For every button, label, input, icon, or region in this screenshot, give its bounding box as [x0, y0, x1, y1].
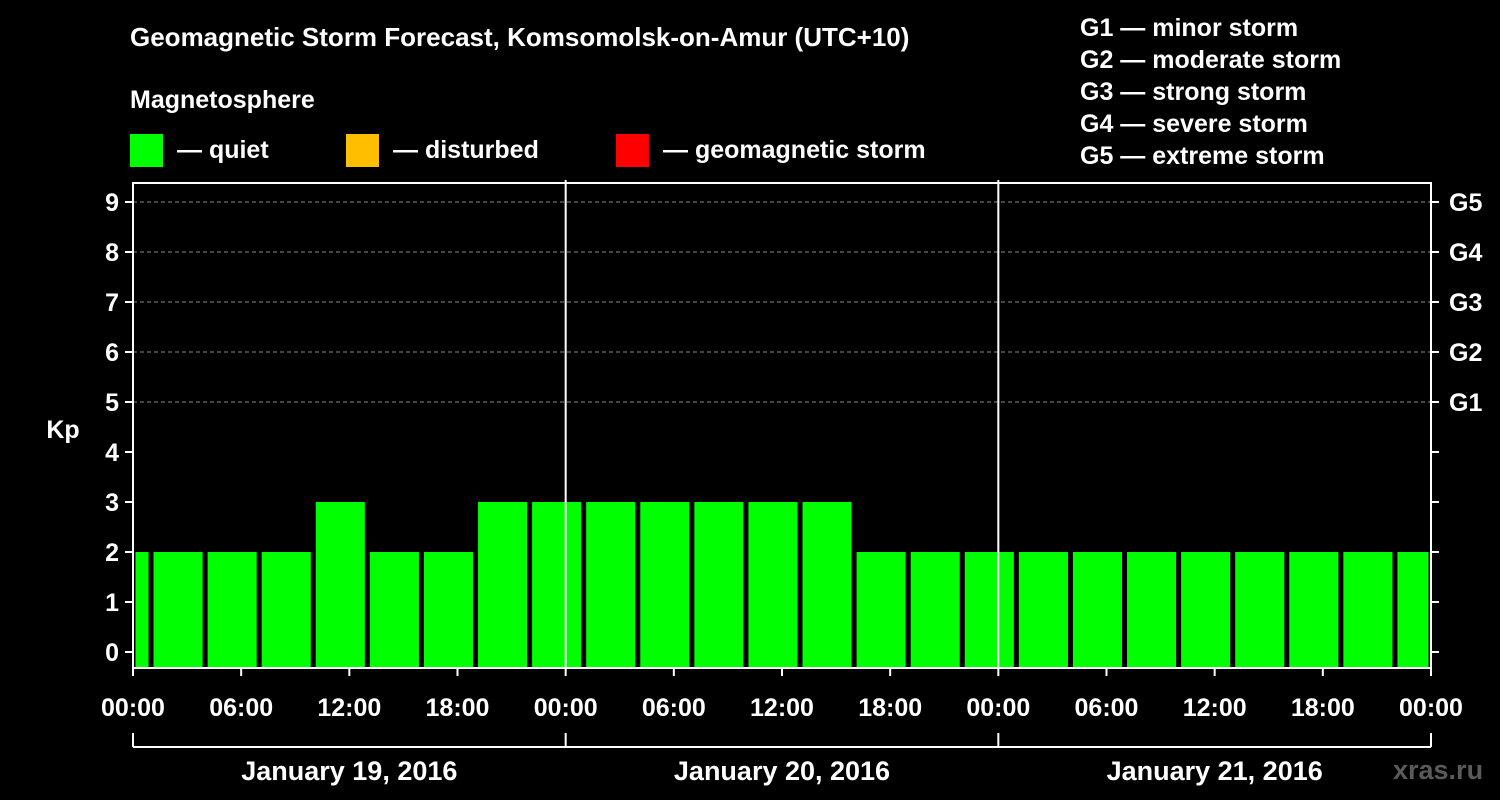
kp-bar-12 [748, 502, 798, 668]
kp-bar-3 [261, 552, 311, 668]
legend-label-storm: — geomagnetic storm [663, 135, 926, 164]
ytick-label-5: 5 [105, 389, 119, 417]
kp-bar-8 [532, 502, 582, 668]
ytick-label-3: 3 [105, 489, 119, 517]
kp-bar-4 [315, 502, 365, 668]
storm-scale-g2: G2 — moderate storm [1080, 46, 1342, 74]
storm-scale-g5: G5 — extreme storm [1080, 142, 1325, 170]
xtick-label-10: 12:00 [1183, 694, 1247, 722]
kp-bar-5 [369, 552, 419, 668]
kp-bar-6 [423, 552, 474, 668]
xtick-label-9: 06:00 [1075, 694, 1139, 722]
chart-title: Geomagnetic Storm Forecast, Komsomolsk-o… [130, 22, 910, 52]
xtick-label-3: 18:00 [426, 694, 490, 722]
legend-label-quiet: — quiet [177, 135, 269, 164]
watermark: xras.ru [1393, 755, 1484, 785]
xtick-label-12: 00:00 [1399, 694, 1463, 722]
kp-bar-11 [694, 502, 744, 668]
xtick-label-4: 00:00 [534, 694, 598, 722]
quiet-swatch [130, 133, 163, 167]
right-label-g2: G2 [1449, 339, 1482, 367]
right-label-g1: G1 [1449, 389, 1482, 417]
xtick-label-8: 00:00 [966, 694, 1030, 722]
kp-bar-13 [802, 502, 852, 668]
date-label-1: January 20, 2016 [674, 756, 890, 786]
disturbed-swatch [346, 133, 379, 167]
storm-scale-legend: G1 — minor storm G2 — moderate storm G3 … [1080, 12, 1341, 172]
ytick-label-1: 1 [105, 589, 119, 617]
xtick-label-5: 06:00 [642, 694, 706, 722]
xtick-label-0: 00:00 [101, 694, 165, 722]
legend-label-disturbed: — disturbed [393, 135, 539, 164]
kp-bar-17 [1018, 552, 1068, 668]
legend-item-quiet: — quiet [130, 133, 269, 167]
ytick-label-9: 9 [105, 189, 119, 217]
kp-bar-18 [1072, 552, 1123, 668]
kp-bar-14 [856, 552, 906, 668]
kp-bar-2 [207, 552, 257, 668]
right-label-g5: G5 [1449, 189, 1482, 217]
kp-bar-10 [640, 502, 690, 668]
kp-bar-9 [586, 502, 636, 668]
legend-heading: Magnetosphere [130, 86, 315, 114]
ytick-label-6: 6 [105, 339, 119, 367]
date-label-2: January 21, 2016 [1107, 756, 1323, 786]
ytick-label-8: 8 [105, 239, 119, 267]
ytick-label-0: 0 [105, 639, 119, 667]
storm-scale-g3: G3 — strong storm [1080, 78, 1307, 106]
kp-bar-19 [1127, 552, 1177, 668]
xtick-label-11: 18:00 [1291, 694, 1355, 722]
kp-bar-21 [1235, 552, 1285, 668]
kp-bar-24 [1397, 552, 1429, 668]
kp-bar-16 [964, 552, 1014, 668]
kp-bar-0 [135, 552, 149, 668]
legend-item-disturbed: — disturbed [346, 133, 539, 167]
kp-bar-20 [1181, 552, 1231, 668]
right-label-g4: G4 [1449, 239, 1482, 267]
storm-scale-g4: G4 — severe storm [1080, 110, 1308, 138]
xtick-label-6: 12:00 [750, 694, 814, 722]
y-axis-label: Kp [46, 416, 79, 444]
legend-item-storm: — geomagnetic storm [616, 133, 926, 167]
kp-bar-23 [1343, 552, 1393, 668]
xtick-label-2: 12:00 [317, 694, 381, 722]
ytick-label-4: 4 [105, 439, 119, 467]
storm-scale-g1: G1 — minor storm [1080, 14, 1299, 42]
xtick-label-1: 06:00 [209, 694, 273, 722]
date-label-0: January 19, 2016 [241, 756, 457, 786]
right-label-g3: G3 [1449, 289, 1482, 317]
ytick-label-2: 2 [105, 539, 119, 567]
kp-bar-7 [478, 502, 528, 668]
xtick-label-7: 18:00 [858, 694, 922, 722]
kp-bar-22 [1289, 552, 1339, 668]
storm-swatch [616, 133, 649, 167]
kp-bar-1 [153, 552, 203, 668]
kp-bar-15 [910, 552, 960, 668]
ytick-label-7: 7 [105, 289, 119, 317]
